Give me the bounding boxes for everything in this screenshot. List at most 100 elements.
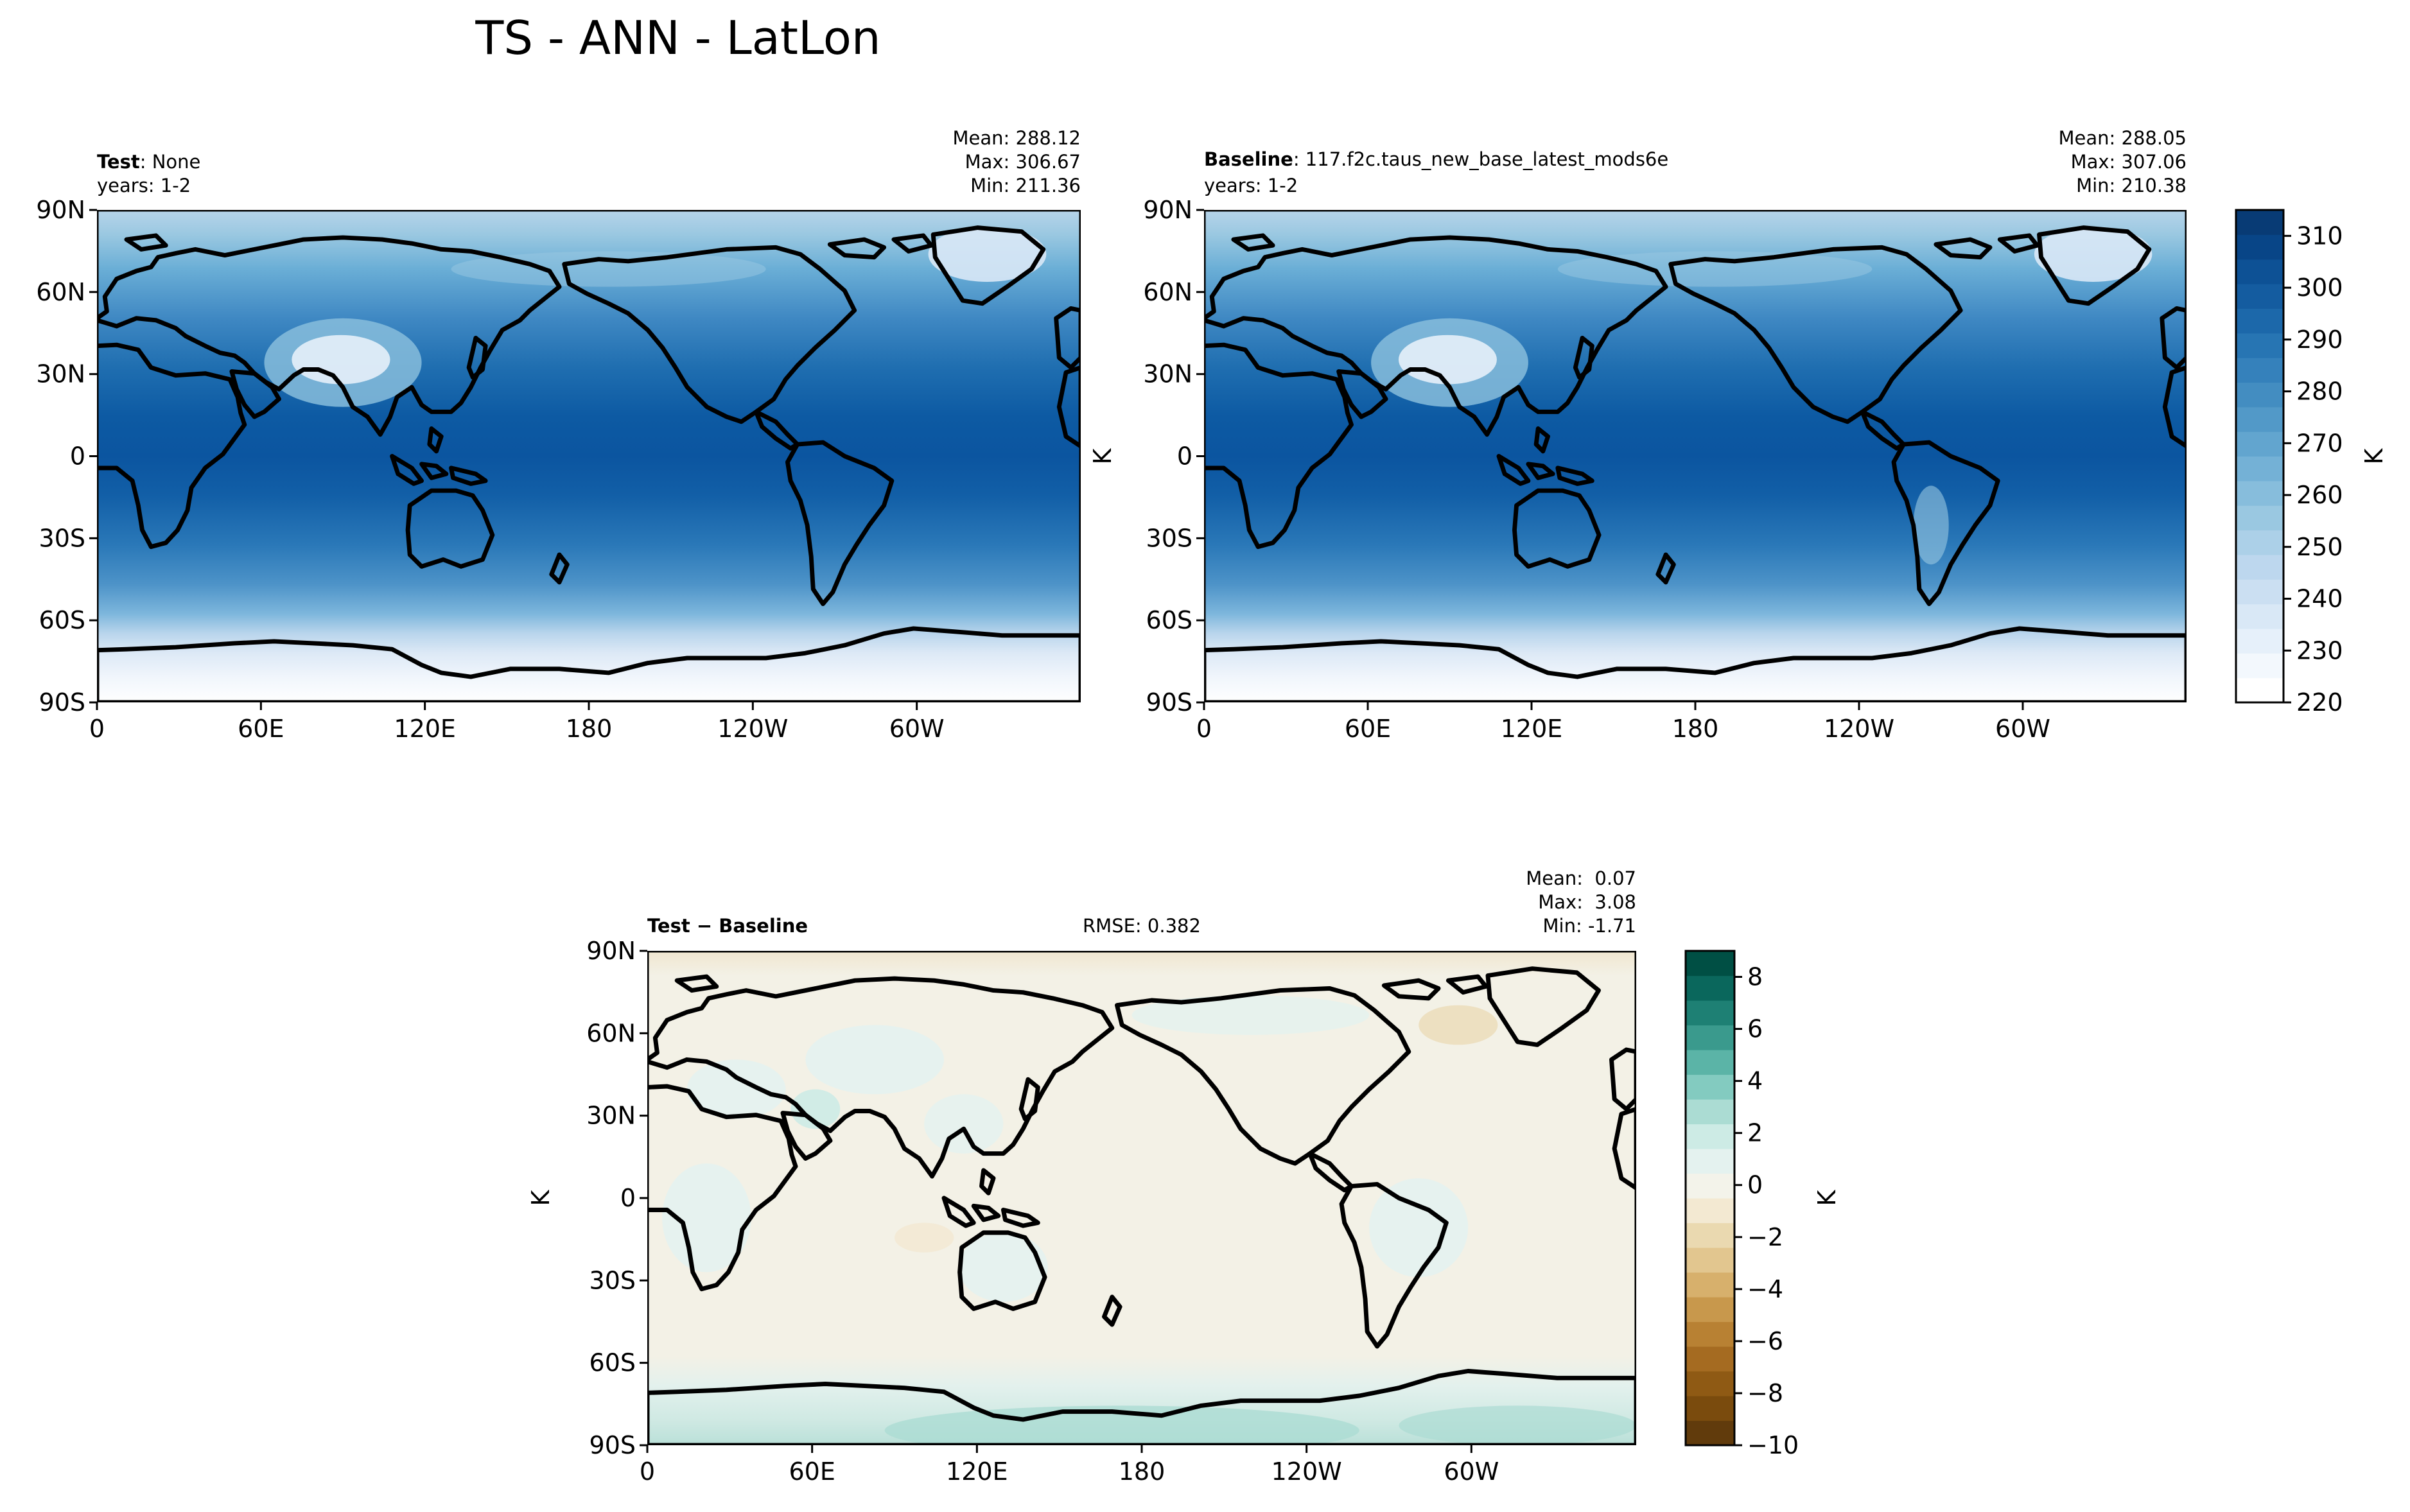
colorbar-segment — [1686, 1099, 1734, 1125]
colorbar-segment — [1686, 975, 1734, 1001]
panel-difference-stat-min: Min: -1.71 — [1543, 915, 1636, 937]
colorbar-tick-label: 300 — [2296, 274, 2343, 302]
panel-difference-ylabel: K — [527, 1189, 555, 1206]
panel-baseline-years: years: 1-2 — [1204, 175, 1298, 196]
colorbar-segment — [1686, 1000, 1734, 1026]
y-tick-label: 30S — [589, 1266, 636, 1294]
map-baseline — [1204, 210, 2187, 702]
colorbar-segment — [1686, 1272, 1734, 1298]
colorbar-tick-label: 290 — [2296, 326, 2343, 354]
panel-baseline-yticks: 90N 60N 30N 0 30S 60S 90S — [1143, 196, 1204, 717]
x-tick-label: 120W — [1824, 715, 1894, 743]
colorbar-segment — [1686, 1371, 1734, 1396]
colorbar-segment — [2236, 677, 2283, 703]
panel-test-years: years: 1-2 — [97, 175, 191, 196]
y-tick-label: 60N — [586, 1019, 636, 1047]
x-tick-label: 60E — [789, 1457, 835, 1486]
colorbar-frame — [1684, 950, 1736, 1447]
colorbar-segment — [2236, 406, 2283, 432]
colorbar-segment — [2236, 234, 2283, 260]
x-tick-label: 120E — [946, 1457, 1008, 1486]
colorbar-tick-label: −6 — [1747, 1327, 1783, 1355]
y-tick-label: 30N — [36, 360, 85, 388]
panel-difference-stat-mean: Mean: 0.07 — [1526, 867, 1636, 889]
panel-test-title-bold: Test — [97, 151, 140, 173]
y-tick-label: 60S — [39, 606, 85, 634]
panel-baseline-stat-mean: Mean: 288.05 — [2059, 127, 2187, 149]
colorbar-segment — [1686, 1074, 1734, 1100]
y-tick-label: 90S — [1146, 688, 1192, 717]
y-tick-label: 90N — [586, 937, 636, 965]
panel-baseline-xticks: 0 60E 120E 180 120W 60W — [1196, 702, 2050, 743]
colorbar-tick-label: 310 — [2296, 222, 2343, 250]
colorbar-tick-label: 4 — [1747, 1067, 1763, 1095]
colorbar-difference: 8 6 4 2 0 −2 −4 −6 −8 −10 — [1684, 950, 1799, 1459]
y-tick-label: 60N — [36, 278, 85, 306]
y-tick-label: 30S — [39, 524, 85, 552]
panel-baseline-stat-min: Min: 210.38 — [2076, 175, 2187, 196]
colorbar-segment — [1686, 1420, 1734, 1446]
panel-baseline-stat-max: Max: 307.06 — [2071, 151, 2187, 173]
colorbar-tick-label: −2 — [1747, 1223, 1783, 1251]
y-tick-label: 90S — [589, 1431, 636, 1459]
panel-difference-xticks: 0 60E 120E 180 120W 60W — [640, 1445, 1499, 1486]
x-tick-label: 0 — [89, 715, 105, 743]
colorbar-segment — [1686, 1149, 1734, 1174]
colorbar-absolute: 310 300 290 280 270 260 250 240 230 220 — [2235, 209, 2343, 717]
colorbar-tick-label: 8 — [1747, 963, 1763, 991]
panel-baseline-title-rest: : 117.f2c.taus_new_base_latest_mods6e — [1293, 148, 1668, 170]
panel-baseline: Mean: 288.05 Max: 307.06 Min: 210.38 Bas… — [1088, 127, 2187, 743]
colorbar-tick-label: 0 — [1747, 1171, 1763, 1199]
x-tick-label: 60W — [889, 715, 945, 743]
colorbar-tick-label: 230 — [2296, 636, 2343, 665]
panel-difference-rmse: RMSE: 0.382 — [1083, 915, 1201, 937]
colorbar-segment — [1686, 951, 1734, 977]
panel-test-yticks: 90N 60N 30N 0 30S 60S 90S — [36, 196, 97, 717]
panel-difference-yticks: 90N 60N 30N 0 30S 60S 90S — [586, 937, 647, 1459]
colorbar-difference-label: K — [1813, 1189, 1841, 1206]
panel-test: Mean: 288.12 Max: 306.67 Min: 211.36 Tes… — [36, 127, 1081, 743]
panel-test-stat-max: Max: 306.67 — [965, 151, 1081, 173]
x-tick-label: 180 — [1672, 715, 1719, 743]
y-tick-label: 60N — [1143, 278, 1192, 306]
x-tick-label: 120W — [1271, 1457, 1342, 1486]
colorbar-segment — [2236, 480, 2283, 506]
x-tick-label: 60E — [1345, 715, 1391, 743]
x-tick-label: 120E — [394, 715, 456, 743]
colorbar-segment — [1686, 1222, 1734, 1248]
y-tick-label: 0 — [1177, 442, 1192, 471]
colorbar-segment — [2236, 308, 2283, 334]
y-tick-label: 60S — [1146, 606, 1192, 634]
panel-test-title-rest: : None — [140, 151, 201, 173]
figure-title: TS - ANN - LatLon — [475, 11, 880, 65]
panel-baseline-title-bold: Baseline — [1204, 148, 1293, 170]
colorbar-segment — [1686, 1247, 1734, 1273]
colorbar-segment — [1686, 1396, 1734, 1421]
x-tick-label: 60W — [1444, 1457, 1499, 1486]
colorbar-segment — [2236, 530, 2283, 555]
colorbar-segment — [2236, 210, 2283, 235]
panel-baseline-ylabel: K — [1088, 448, 1117, 464]
y-tick-label: 30N — [586, 1102, 636, 1130]
panel-difference-title: Test − Baseline — [647, 915, 808, 937]
colorbar-segment — [2236, 284, 2283, 309]
colorbar-segment — [1686, 1050, 1734, 1075]
x-tick-label: 60E — [238, 715, 284, 743]
colorbar-segment — [2236, 505, 2283, 531]
y-tick-label: 30S — [1146, 524, 1192, 552]
x-tick-label: 180 — [566, 715, 613, 743]
y-tick-label: 90S — [39, 688, 85, 717]
colorbar-tick-label: 220 — [2296, 688, 2343, 717]
colorbar-segment — [1686, 1346, 1734, 1372]
colorbar-segment — [2236, 333, 2283, 358]
colorbar-frame — [2235, 209, 2285, 704]
colorbar-tick-label: 2 — [1747, 1119, 1763, 1147]
colorbar-segment — [1686, 1321, 1734, 1347]
panel-difference: Mean: 0.07 Max: 3.08 Min: -1.71 Test − B… — [527, 867, 1636, 1486]
colorbar-segment — [1686, 1025, 1734, 1050]
colorbar-tick-label: −8 — [1747, 1379, 1783, 1407]
panel-test-title: Test: None — [97, 151, 200, 173]
panel-test-xticks: 0 60E 120E 180 120W 60W — [89, 702, 945, 743]
x-tick-label: 120W — [717, 715, 788, 743]
